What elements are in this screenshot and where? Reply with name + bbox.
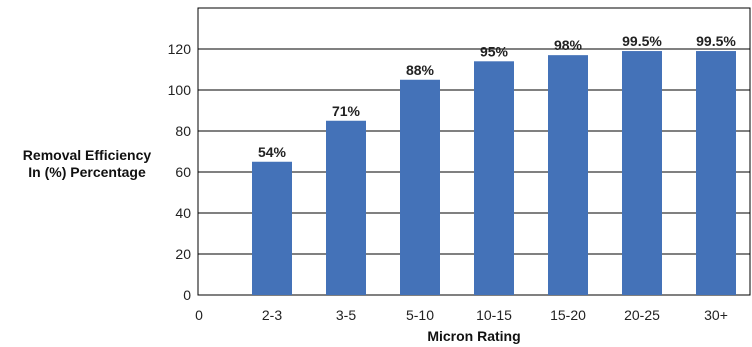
- data-label: 99.5%: [696, 33, 736, 49]
- x-tick-label: 2-3: [262, 307, 282, 323]
- data-label: 99.5%: [622, 33, 662, 49]
- data-labels: 54% 71% 88% 95% 98% 99.5% 99.5%: [258, 33, 736, 160]
- data-label: 71%: [332, 103, 361, 119]
- y-tick-label: 40: [175, 205, 191, 221]
- bars: [252, 51, 736, 296]
- x-tick-label: 20-25: [624, 307, 660, 323]
- y-tick-label: 20: [175, 246, 191, 262]
- bar: [696, 51, 736, 295]
- bar: [622, 51, 662, 295]
- y-tick-label: 120: [168, 41, 192, 57]
- x-tick-label: 10-15: [476, 307, 512, 323]
- y-tick-label: 80: [175, 123, 191, 139]
- y-tick-label: 0: [183, 287, 191, 303]
- data-label: 98%: [554, 37, 583, 53]
- y-tick-label: 60: [175, 164, 191, 180]
- x-tick-label: 3-5: [336, 307, 356, 323]
- y-axis-title-line-1: Removal Efficiency: [23, 147, 152, 163]
- y-axis-title-line-2: In (%) Percentage: [28, 164, 146, 180]
- y-tick-label: 100: [168, 82, 192, 98]
- bar: [326, 120, 366, 295]
- bar: [548, 55, 588, 296]
- data-label: 88%: [406, 62, 435, 78]
- x-tick-label: 30+: [704, 307, 728, 323]
- bar: [400, 79, 440, 295]
- data-label: 54%: [258, 144, 287, 160]
- y-tick-labels: 0 20 40 60 80 100 120: [168, 41, 192, 303]
- bar: [252, 161, 292, 295]
- x-tick-labels: 2-3 3-5 5-10 10-15 15-20 20-25 30+: [262, 307, 728, 323]
- x-axis-title: Micron Rating: [427, 328, 520, 344]
- x-tick-label: 5-10: [406, 307, 434, 323]
- x-origin-label: 0: [195, 307, 203, 323]
- x-tick-label: 15-20: [550, 307, 586, 323]
- data-label: 95%: [480, 43, 509, 59]
- bar: [474, 61, 514, 295]
